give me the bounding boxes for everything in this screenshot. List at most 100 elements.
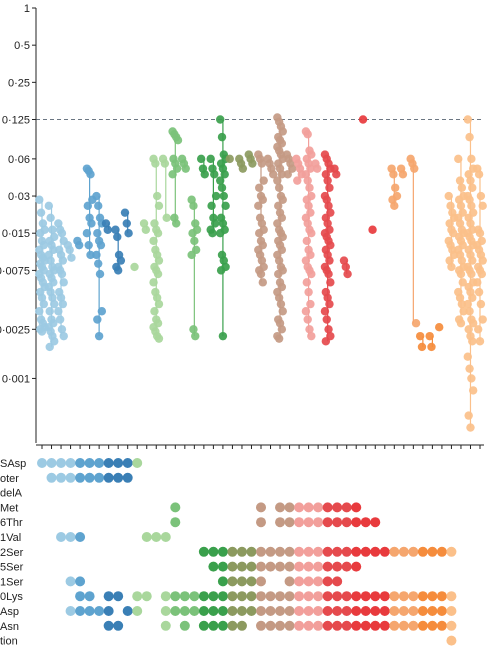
data-point xyxy=(274,183,284,192)
row-label: Met xyxy=(0,502,18,514)
mutation-dot xyxy=(75,532,86,542)
mutation-dot xyxy=(360,546,371,557)
mutation-dot xyxy=(398,620,409,631)
mutation-dot xyxy=(313,561,324,572)
mutation-dot xyxy=(65,472,76,483)
mutation-dot xyxy=(113,620,124,631)
data-point xyxy=(478,315,487,324)
data-point xyxy=(92,250,101,260)
data-point xyxy=(358,115,368,124)
mutation-dot xyxy=(160,606,171,616)
data-point xyxy=(477,269,486,279)
data-point xyxy=(277,170,287,179)
mutation-dot xyxy=(417,620,428,631)
data-point xyxy=(307,229,316,238)
data-point xyxy=(444,191,453,201)
mutation-dot xyxy=(322,591,333,602)
mutation-dot xyxy=(408,606,419,616)
data-point xyxy=(153,229,163,238)
data-point xyxy=(475,337,485,346)
data-point xyxy=(113,266,123,275)
mutation-dot xyxy=(332,606,343,616)
mutation-dot xyxy=(446,620,457,631)
mutation-dot xyxy=(332,576,343,587)
mutation-dot xyxy=(341,502,352,513)
data-point xyxy=(467,201,476,211)
data-point xyxy=(463,299,472,309)
data-point xyxy=(274,269,283,279)
data-point xyxy=(149,278,158,287)
mutation-dot xyxy=(236,591,247,602)
mutation-dot xyxy=(303,620,314,631)
data-point xyxy=(324,269,333,279)
data-point xyxy=(150,307,159,316)
mutation-dot xyxy=(341,517,352,528)
data-point xyxy=(391,183,400,192)
data-point xyxy=(255,229,264,238)
data-point xyxy=(325,256,334,265)
mutation-dot xyxy=(284,606,295,616)
data-point xyxy=(87,219,96,228)
mutation-dot xyxy=(256,606,266,616)
data-point xyxy=(216,266,226,275)
mutation-dot xyxy=(417,591,428,602)
data-point xyxy=(303,219,312,228)
data-point xyxy=(339,256,349,265)
mutation-dot xyxy=(389,546,400,557)
data-point xyxy=(152,191,162,201)
data-point xyxy=(256,269,266,279)
mutation-dot xyxy=(208,546,219,557)
mutation-dot xyxy=(246,546,257,557)
data-point xyxy=(84,240,93,250)
data-point xyxy=(151,159,160,168)
data-point xyxy=(301,256,311,265)
mutation-dot xyxy=(141,532,152,542)
data-point xyxy=(474,170,484,179)
y-tick-label: 0·001 xyxy=(2,373,30,385)
data-point xyxy=(302,278,312,287)
mutation-dot xyxy=(75,472,86,483)
data-point xyxy=(278,127,287,136)
data-point xyxy=(475,229,485,238)
data-point xyxy=(94,201,103,211)
data-point xyxy=(206,154,215,164)
data-point xyxy=(306,299,315,309)
mutation-dot xyxy=(284,502,295,513)
data-point xyxy=(111,225,120,234)
data-point xyxy=(273,176,282,185)
data-point xyxy=(458,278,467,287)
mutation-dot xyxy=(208,606,219,616)
mutation-dot xyxy=(446,635,457,646)
mutation-dot xyxy=(427,606,438,616)
data-point xyxy=(332,170,341,179)
data-point xyxy=(35,195,44,204)
mutation-dot xyxy=(179,620,190,631)
data-point xyxy=(116,256,126,265)
data-point xyxy=(313,164,322,173)
mutation-dot xyxy=(94,458,105,468)
data-point xyxy=(39,299,48,309)
data-point xyxy=(191,331,200,341)
data-point xyxy=(304,201,313,211)
y-tick-label: 0·06 xyxy=(8,154,30,166)
data-point xyxy=(221,201,230,211)
data-point xyxy=(301,307,311,316)
data-point xyxy=(120,208,130,217)
mutation-dot xyxy=(322,606,333,616)
data-point xyxy=(274,293,284,302)
mutation-dot xyxy=(427,546,438,557)
data-point xyxy=(478,256,487,265)
data-point xyxy=(35,307,44,316)
mutation-dot xyxy=(265,620,276,631)
data-point xyxy=(255,183,264,192)
data-point xyxy=(57,229,67,238)
data-point xyxy=(465,364,474,373)
data-point xyxy=(324,325,333,334)
mutation-dot xyxy=(227,620,238,631)
mutation-dot xyxy=(65,532,76,542)
data-point xyxy=(160,159,170,168)
data-point xyxy=(457,299,467,309)
data-point xyxy=(124,229,133,238)
data-point xyxy=(417,342,427,352)
data-point xyxy=(59,278,68,287)
